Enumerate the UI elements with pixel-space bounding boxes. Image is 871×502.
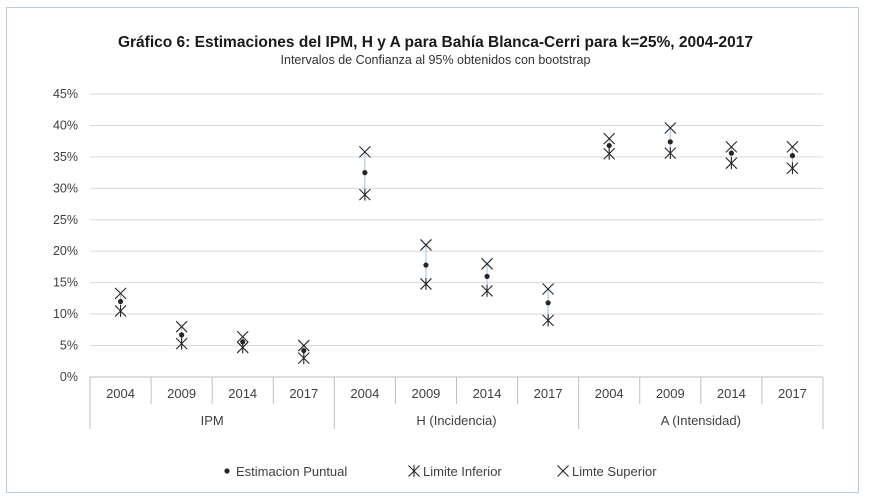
- y-tick-label: 25%: [53, 213, 78, 227]
- lower-limit-point: [725, 157, 738, 170]
- point-estimate: [545, 300, 551, 306]
- legend-label: Estimacion Puntual: [236, 464, 347, 479]
- chart-subtitle: Intervalos de Confianza al 95% obtenidos…: [280, 53, 591, 67]
- legend-marker-x: [557, 465, 569, 477]
- lower-limit-point: [420, 277, 432, 290]
- lower-limit-point: [358, 188, 371, 201]
- upper-limit-point-stroke: [603, 132, 616, 145]
- point-estimate: [240, 339, 246, 345]
- group-label: A (Intensidad): [661, 413, 741, 428]
- x-tick-label: 2014: [228, 386, 257, 401]
- x-tick-label: 2009: [167, 386, 196, 401]
- lower-limit-point: [603, 147, 616, 160]
- upper-limit-point: [725, 140, 738, 153]
- chart-title: Gráfico 6: Estimaciones del IPM, H y A p…: [117, 34, 754, 51]
- point-estimate: [606, 142, 612, 149]
- legend-label: Limite Inferior: [423, 464, 502, 479]
- lower-limit-point: [664, 147, 677, 160]
- lower-limit-point: [542, 314, 555, 327]
- x-tick-label: 2017: [534, 386, 563, 401]
- point-estimate: [423, 262, 429, 268]
- x-tick-label: 2017: [289, 386, 318, 401]
- group-label: IPM: [201, 413, 224, 428]
- upper-limit-point-stroke: [175, 320, 188, 333]
- y-tick-label: 30%: [53, 181, 78, 195]
- point-estimate: [789, 153, 796, 159]
- y-tick-label: 40%: [53, 118, 78, 132]
- lower-limit-point: [786, 162, 799, 175]
- x-tick-label: 2017: [778, 386, 807, 401]
- y-tick-label: 45%: [53, 87, 78, 101]
- lower-limit-point: [114, 304, 127, 317]
- upper-limit-point-stroke: [236, 330, 249, 343]
- group-label: H (Incidencia): [416, 413, 496, 428]
- legend-marker-dot: [224, 468, 230, 474]
- upper-limit-point: [114, 287, 127, 300]
- x-tick-label: 2004: [106, 386, 135, 401]
- point-estimate: [484, 273, 490, 279]
- lower-limit-point: [175, 337, 188, 350]
- upper-limit-point-stroke: [725, 140, 738, 153]
- upper-limit-point-stroke: [542, 283, 555, 295]
- upper-limit-point: [603, 132, 616, 145]
- upper-limit-point-stroke: [297, 339, 310, 352]
- upper-limit-point: [664, 122, 677, 134]
- upper-limit-point-stroke: [358, 145, 371, 158]
- chart-frame: [6, 7, 859, 493]
- legend-marker-x-stroke: [557, 465, 569, 477]
- upper-limit-point: [420, 239, 432, 251]
- y-tick-label: 0%: [60, 370, 78, 384]
- point-estimate: [301, 347, 307, 354]
- upper-limit-point: [358, 145, 371, 158]
- x-tick-label: 2004: [595, 386, 624, 401]
- x-tick-label: 2004: [350, 386, 379, 401]
- point-estimate: [117, 298, 124, 305]
- x-tick-label: 2009: [411, 386, 440, 401]
- upper-limit-point: [236, 330, 249, 343]
- upper-limit-point-stroke: [786, 140, 799, 153]
- point-estimate: [362, 170, 368, 176]
- upper-limit-point-stroke: [481, 257, 493, 270]
- y-tick-label: 15%: [53, 276, 78, 290]
- y-tick-label: 10%: [53, 307, 78, 321]
- x-tick-label: 2009: [656, 386, 685, 401]
- legend-marker-asterisk: [408, 465, 420, 477]
- upper-limit-point-stroke: [664, 122, 677, 134]
- lower-limit-point: [481, 284, 493, 297]
- lower-limit-point: [297, 352, 310, 365]
- upper-limit-point: [542, 283, 555, 295]
- y-tick-label: 20%: [53, 244, 78, 258]
- y-tick-label: 5%: [60, 339, 78, 353]
- upper-limit-point: [481, 257, 493, 270]
- upper-limit-point: [175, 320, 188, 333]
- upper-limit-point: [786, 140, 799, 153]
- y-tick-label: 35%: [53, 150, 78, 164]
- x-tick-label: 2014: [473, 386, 502, 401]
- point-estimate: [728, 150, 734, 156]
- legend-label: Limte Superior: [572, 464, 657, 479]
- x-tick-label: 2014: [717, 386, 746, 401]
- point-estimate: [179, 332, 185, 338]
- upper-limit-point: [297, 339, 310, 352]
- upper-limit-point-stroke: [420, 239, 432, 251]
- point-estimate: [667, 139, 673, 145]
- upper-limit-point-stroke: [114, 287, 127, 300]
